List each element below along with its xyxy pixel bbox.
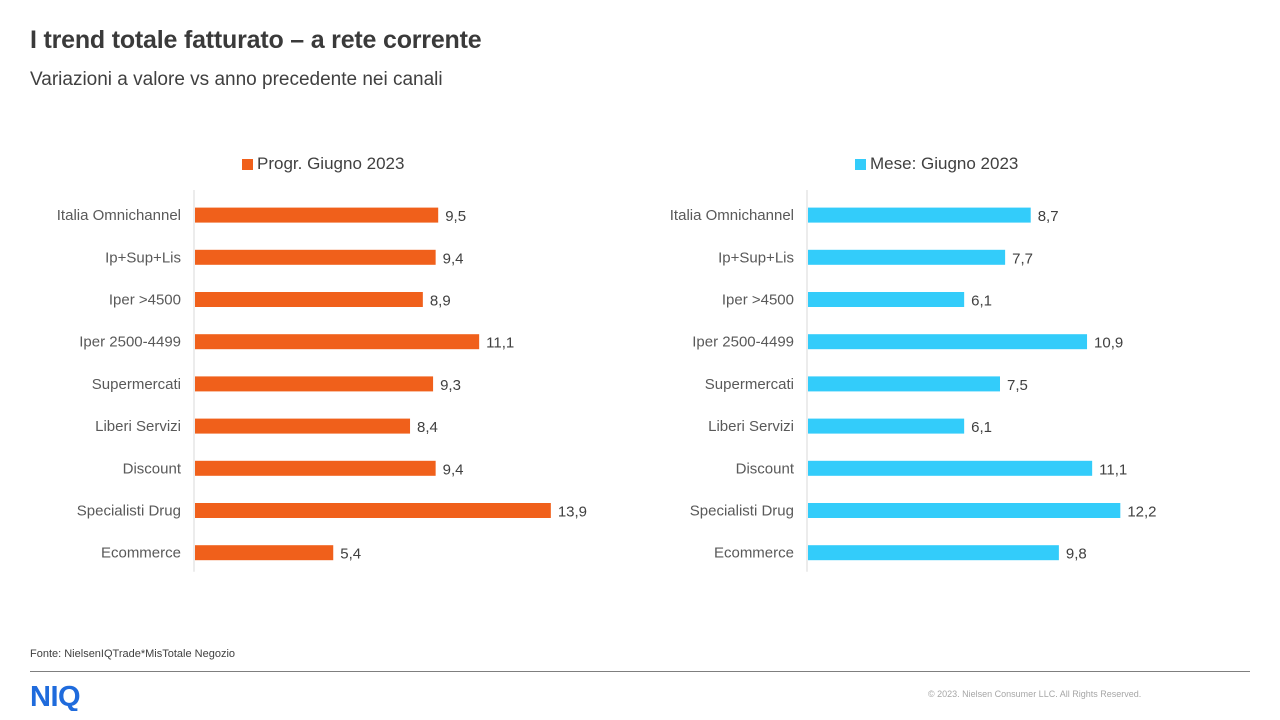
data-label: 12,2 — [1127, 504, 1156, 521]
niq-logo: NIQ — [30, 679, 100, 716]
data-label: 5,4 — [340, 546, 361, 563]
data-label: 11,1 — [486, 335, 514, 352]
chart-progr-giugno: Italia Omnichannel 9,5 Ip+Sup+Lis 9,4 Iper >… — [0, 190, 600, 580]
bar — [808, 503, 1121, 518]
data-label: 11,1 — [1099, 461, 1127, 478]
page-subtitle: Variazioni a valore vs anno precedente n… — [30, 69, 443, 90]
category-label: Iper >4500 — [722, 292, 794, 309]
data-label: 6,1 — [971, 293, 992, 310]
data-label: 8,9 — [430, 293, 451, 310]
category-label: Ecommerce — [714, 545, 794, 562]
bar — [195, 545, 334, 561]
page-title: I trend totale fatturato – a rete corren… — [30, 26, 482, 54]
data-label: 10,9 — [1094, 335, 1123, 352]
category-label: Italia Omnichannel — [57, 207, 181, 224]
category-label: Iper 2500-4499 — [79, 334, 181, 351]
bar — [195, 418, 411, 434]
category-label: Ip+Sup+Lis — [718, 249, 794, 266]
footer-divider — [30, 671, 1250, 672]
category-label: Ip+Sup+Lis — [105, 249, 181, 266]
niq-logo-mark: NIQ — [30, 681, 81, 713]
bar — [808, 207, 1031, 223]
data-label: 8,7 — [1038, 208, 1059, 225]
data-label: 9,4 — [443, 250, 464, 267]
bar — [808, 292, 965, 307]
bar — [808, 545, 1059, 561]
category-label: Iper 2500-4499 — [692, 334, 794, 351]
legend-label-left: Progr. Giugno 2023 — [257, 154, 405, 173]
bar — [195, 503, 551, 518]
category-label: Supermercati — [92, 376, 181, 393]
legend-label-right: Mese: Giugno 2023 — [870, 154, 1019, 173]
data-label: 9,4 — [443, 461, 464, 478]
legend-right: Mese: Giugno 2023 — [855, 154, 1018, 174]
bar — [808, 249, 1006, 265]
category-label: Discount — [736, 460, 795, 477]
bar — [808, 334, 1088, 350]
source-note: Fonte: NielsenIQTrade*MisTotale Negozio — [30, 648, 236, 660]
data-label: 9,3 — [440, 377, 461, 394]
category-label: Specialisti Drug — [77, 503, 181, 520]
legend-left: Progr. Giugno 2023 — [242, 154, 404, 174]
category-label: Supermercati — [705, 376, 794, 393]
bar — [195, 292, 423, 307]
bar — [195, 207, 439, 223]
data-label: 13,9 — [558, 504, 587, 521]
category-label: Ecommerce — [101, 545, 181, 562]
data-label: 6,1 — [971, 419, 992, 436]
data-label: 9,8 — [1066, 546, 1087, 563]
chart-mese-giugno: Italia Omnichannel 8,7 Ip+Sup+Lis 7,7 Iper >… — [613, 190, 1213, 580]
data-label: 7,5 — [1007, 377, 1028, 394]
category-label: Italia Omnichannel — [670, 207, 794, 224]
copyright-note: © 2023. Nielsen Consumer LLC. All Rights… — [928, 689, 1142, 699]
bar — [808, 460, 1093, 476]
data-label: 8,4 — [417, 419, 438, 436]
legend-swatch-right — [855, 158, 866, 170]
bar — [195, 334, 480, 350]
bar — [195, 460, 436, 476]
data-label: 9,5 — [445, 208, 466, 225]
legend-swatch-left — [242, 158, 253, 170]
category-label: Liberi Servizi — [708, 418, 794, 435]
bar — [195, 376, 434, 392]
bar — [195, 249, 436, 265]
svg-text:NIQ: NIQ — [30, 681, 80, 711]
chart-left-svg: Italia Omnichannel 9,5 Ip+Sup+Lis 9,4 Iper >… — [57, 190, 587, 572]
data-label: 7,7 — [1012, 250, 1033, 267]
chart-right-svg: Italia Omnichannel 8,7 Ip+Sup+Lis 7,7 Iper >… — [670, 190, 1157, 572]
category-label: Liberi Servizi — [95, 418, 181, 435]
category-label: Iper >4500 — [109, 292, 181, 309]
category-label: Specialisti Drug — [690, 503, 794, 520]
bar — [808, 376, 1000, 392]
bar — [808, 418, 965, 434]
category-label: Discount — [123, 460, 182, 477]
